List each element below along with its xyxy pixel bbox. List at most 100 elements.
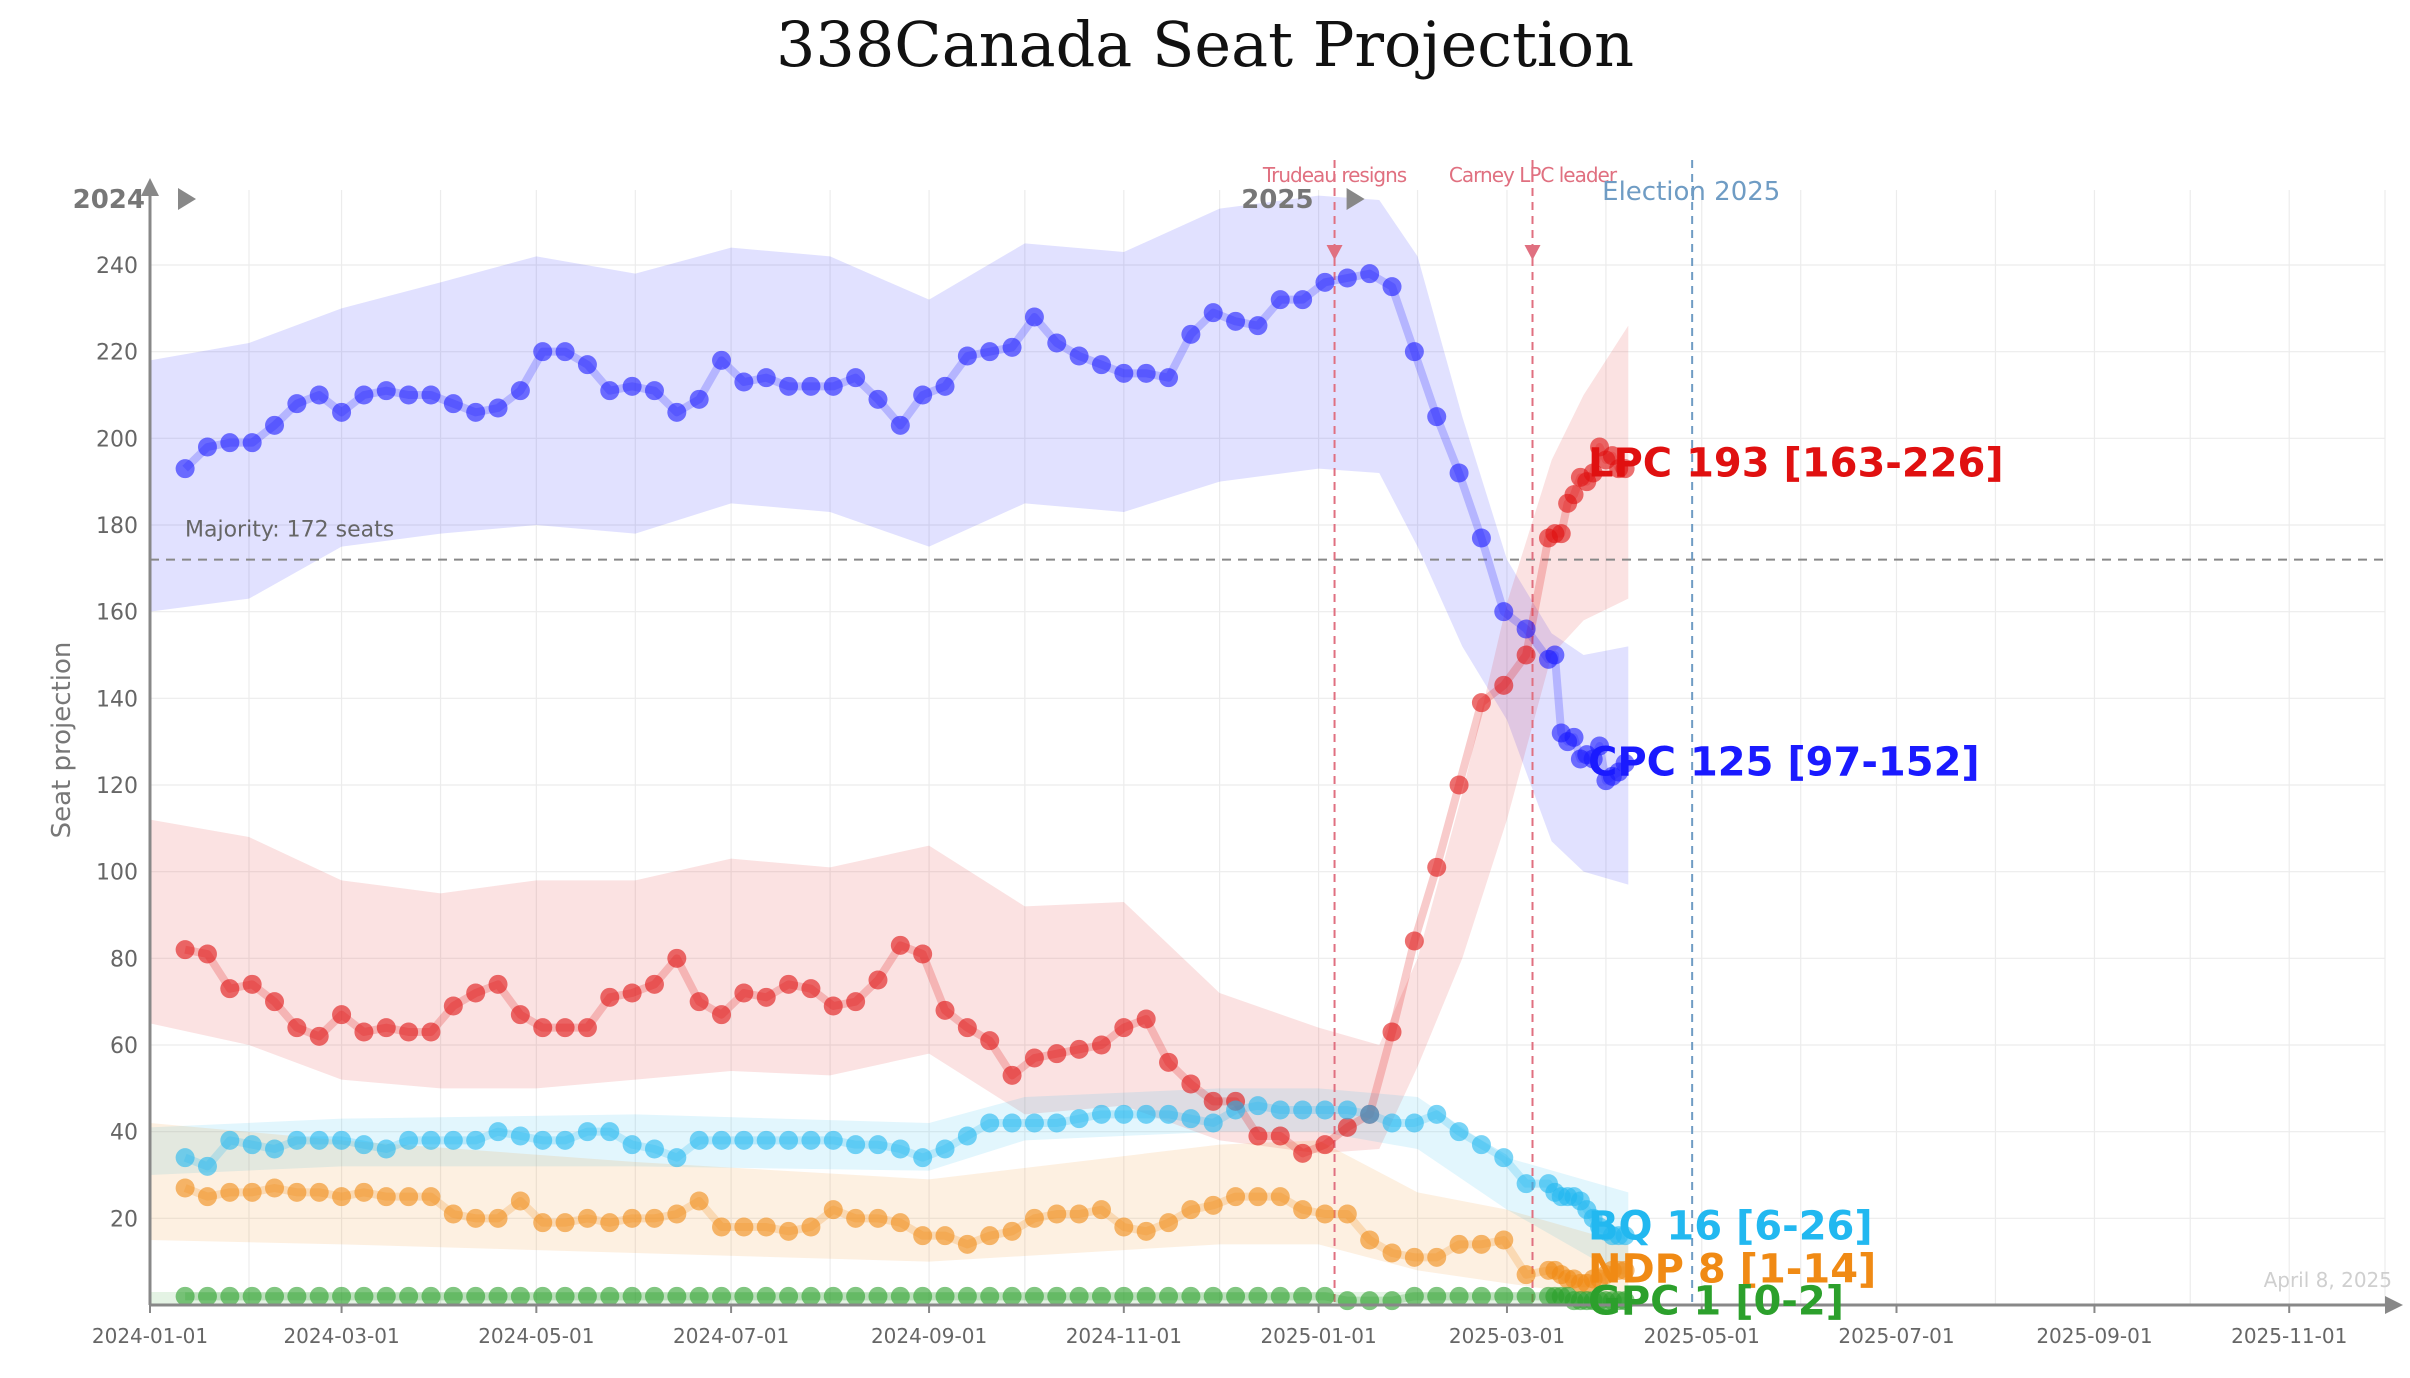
series-points (175, 264, 1635, 1311)
ndp-data-point (1382, 1243, 1402, 1263)
cpc-data-point (1069, 346, 1089, 366)
gpc-data-point (890, 1286, 910, 1306)
date-stamp: April 8, 2025 (2264, 1268, 2392, 1292)
ndp-data-point (600, 1213, 620, 1233)
gpc-data-point (957, 1286, 977, 1306)
ndp-data-point (734, 1217, 754, 1237)
y-tick-label: 200 (96, 427, 138, 452)
gpc-data-point (1248, 1286, 1268, 1306)
chart-labels: 20 40 60 80 100 120 140 160 180 200 220 240 2024-01-… (47, 163, 2392, 1348)
cpc-data-point (443, 394, 463, 414)
lpc-data-point (577, 1018, 597, 1038)
cpc-data-point (980, 342, 1000, 362)
bq-data-point (399, 1130, 419, 1150)
ndp-data-point (846, 1208, 866, 1228)
lpc-data-point (935, 1000, 955, 1020)
gpc-data-point (667, 1286, 687, 1306)
gpc-data-point (265, 1286, 285, 1306)
gpc-data-point (712, 1286, 732, 1306)
gpc-data-point (1449, 1286, 1469, 1306)
lpc-data-point (466, 983, 486, 1003)
bq-data-point (1002, 1113, 1022, 1133)
cpc-data-point (1516, 619, 1536, 639)
gpc-data-point (399, 1286, 419, 1306)
bq-data-point (287, 1130, 307, 1150)
cpc-data-point (1494, 602, 1514, 622)
y-tick-label: 120 (96, 774, 138, 799)
gpc-data-point (779, 1286, 799, 1306)
gpc-data-point (175, 1286, 195, 1306)
lpc-data-point (1449, 775, 1469, 795)
gpc-data-point (734, 1286, 754, 1306)
ndp-data-point (1002, 1221, 1022, 1241)
bq-data-point (712, 1130, 732, 1150)
lpc-data-point (1293, 1143, 1313, 1163)
gpc-data-point (846, 1286, 866, 1306)
gpc-data-point (488, 1286, 508, 1306)
ndp-data-point (689, 1191, 709, 1211)
ndp-data-point (1226, 1187, 1246, 1207)
lpc-data-point (555, 1018, 575, 1038)
bq-data-point (1226, 1100, 1246, 1120)
x-tick-label: 2025-03-01 (1449, 1324, 1565, 1348)
bq-data-point (555, 1130, 575, 1150)
cpc-data-point (1002, 337, 1022, 357)
ndp-data-point (287, 1182, 307, 1202)
lpc-data-point (1248, 1126, 1268, 1146)
cpc-data-point (421, 385, 441, 405)
gpc-data-point (756, 1286, 776, 1306)
bq-data-point (421, 1130, 441, 1150)
ndp-data-point (957, 1234, 977, 1254)
gpc-data-point (332, 1286, 352, 1306)
lpc-data-point (510, 1005, 530, 1025)
y-tick-label: 20 (110, 1207, 138, 1232)
uncertainty-bands (150, 195, 1629, 1305)
x-tick-label: 2025-01-01 (1260, 1324, 1376, 1348)
ndp-data-point (197, 1187, 217, 1207)
lpc-data-point (1203, 1091, 1223, 1111)
x-tick-label: 2024-09-01 (871, 1324, 987, 1348)
gpc-data-point (1494, 1286, 1514, 1306)
gpc-data-point (287, 1286, 307, 1306)
bq-data-point (1494, 1148, 1514, 1168)
ndp-data-point (667, 1204, 687, 1224)
cpc-data-point (846, 368, 866, 388)
lpc-data-point (801, 979, 821, 999)
cpc-data-point (1248, 316, 1268, 336)
cpc-data-point (555, 342, 575, 362)
bq-data-point (1270, 1100, 1290, 1120)
lpc-data-point (1615, 459, 1635, 479)
gpc-data-point (1471, 1286, 1491, 1306)
lpc-data-point (689, 992, 709, 1012)
ndp-data-point (779, 1221, 799, 1241)
cpc-data-point (399, 385, 419, 405)
ndp-data-point (1114, 1217, 1134, 1237)
x-tick-label: 2024-11-01 (1066, 1324, 1182, 1348)
lpc-data-point (197, 944, 217, 964)
lpc-data-point (1315, 1135, 1335, 1155)
bq-data-point (823, 1130, 843, 1150)
gpc-data-point (1047, 1286, 1067, 1306)
bq-data-point (644, 1139, 664, 1159)
cpc-data-point (1203, 303, 1223, 323)
gpc-data-point (510, 1286, 530, 1306)
gpc-data-point (1293, 1286, 1313, 1306)
bq-data-point (1047, 1113, 1067, 1133)
gpc-data-point (1091, 1286, 1111, 1306)
ndp-data-point (1293, 1200, 1313, 1220)
gpc-data-point (622, 1286, 642, 1306)
lpc-data-point (376, 1018, 396, 1038)
lpc-data-point (1136, 1009, 1156, 1029)
cpc-data-point (488, 398, 508, 418)
cpc-data-point (913, 385, 933, 405)
ndp-data-point (399, 1187, 419, 1207)
ndp-data-point (1091, 1200, 1111, 1220)
ndp-data-point (1337, 1204, 1357, 1224)
gpc-data-point (1360, 1291, 1380, 1311)
cpc-data-point (533, 342, 553, 362)
cpc-data-point (1315, 272, 1335, 292)
ndp-data-point (1047, 1204, 1067, 1224)
ndp-data-point (242, 1182, 262, 1202)
bq-data-point (801, 1130, 821, 1150)
